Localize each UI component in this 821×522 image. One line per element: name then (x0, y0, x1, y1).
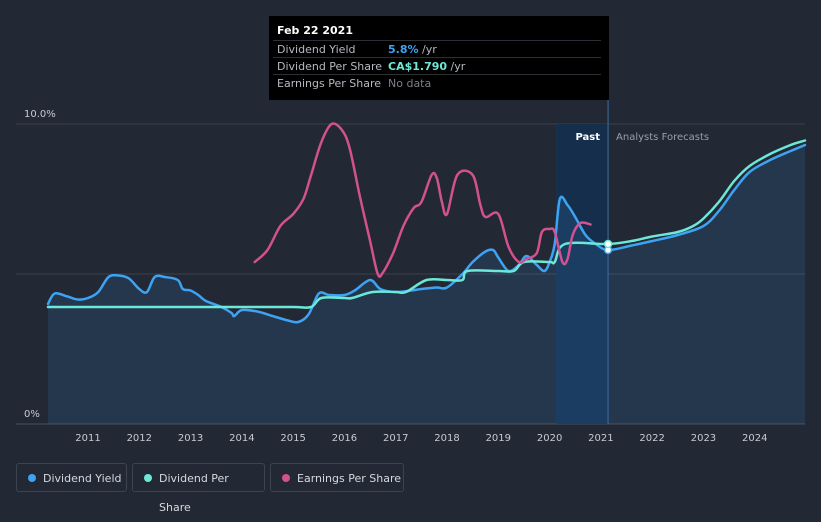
dividend-per-share-line (46, 139, 807, 309)
y-tick-label: 0% (24, 409, 40, 420)
x-tick-label: 2012 (127, 433, 152, 444)
x-tick-label: 2024 (742, 433, 767, 444)
x-tick-label: 2018 (434, 433, 459, 444)
tooltip-row-earnings-per-share: Earnings Per Share No data (273, 74, 601, 92)
x-tick-label: 2023 (691, 433, 716, 444)
dividend-chart: Past Analysts Forecasts 10.0% 0% 2011 2012… (16, 100, 807, 444)
tooltip-value: No data (388, 77, 432, 90)
legend-dot-icon (144, 474, 152, 482)
tooltip: Feb 22 2021 Dividend Yield 5.8% /yr Divi… (269, 16, 609, 100)
x-tick-label: 2019 (486, 433, 511, 444)
x-tick-label: 2014 (229, 433, 254, 444)
legend-item-dividend-per-share[interactable]: Dividend Per Share (132, 463, 265, 514)
x-tick-label: 2016 (332, 433, 357, 444)
legend-item-dividend-yield[interactable]: Dividend Yield (16, 463, 127, 492)
tooltip-row-dividend-yield: Dividend Yield 5.8% /yr (273, 40, 601, 58)
tooltip-unit: /yr (418, 43, 437, 56)
legend-item-earnings-per-share[interactable]: Earnings Per Share (270, 463, 404, 492)
x-tick-label: 2020 (537, 433, 562, 444)
tooltip-date: Feb 22 2021 (277, 24, 353, 37)
x-tick-label: 2015 (280, 433, 305, 444)
tooltip-value: 5.8% (388, 43, 419, 56)
legend-label: Earnings Per Share (297, 472, 402, 485)
x-tick-label: 2022 (639, 433, 664, 444)
x-tick-label: 2013 (178, 433, 203, 444)
earnings-per-share-line (253, 122, 592, 279)
past-label: Past (576, 132, 601, 143)
tooltip-unit: /yr (447, 60, 466, 73)
tooltip-row-dividend-per-share: Dividend Per Share CA$1.790 /yr (273, 57, 601, 75)
analysts-forecasts-label: Analysts Forecasts (616, 132, 709, 143)
legend-label: Dividend Yield (43, 472, 122, 485)
dividend-yield-area (48, 145, 805, 424)
legend-dot-icon (282, 474, 290, 482)
tooltip-label: Dividend Yield (277, 43, 356, 56)
tooltip-value: CA$1.790 (388, 60, 448, 73)
x-tick-label: 2011 (75, 433, 100, 444)
y-tick-label: 10.0% (24, 109, 56, 120)
tooltip-label: Earnings Per Share (277, 77, 382, 90)
x-tick-label: 2021 (588, 433, 613, 444)
tooltip-label: Dividend Per Share (277, 60, 383, 73)
x-tick-label: 2017 (383, 433, 408, 444)
past-highlight-band (556, 124, 609, 424)
dividend-per-share-today-point (603, 239, 613, 249)
legend-dot-icon (28, 474, 36, 482)
